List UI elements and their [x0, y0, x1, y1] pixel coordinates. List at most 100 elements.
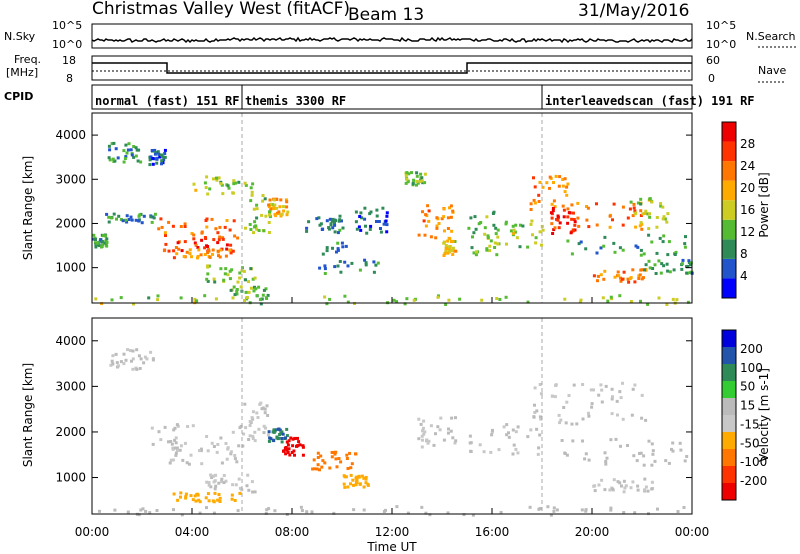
scatter-cell	[221, 236, 225, 240]
scatter-cell	[247, 488, 251, 492]
scatter-cell	[338, 228, 342, 232]
scatter-cell	[362, 476, 366, 480]
scatter-cell	[631, 480, 635, 484]
scatter-cell	[211, 252, 214, 256]
scatter-cell	[184, 492, 188, 496]
scatter-cell	[360, 216, 364, 220]
scatter-cell	[287, 439, 291, 443]
scatter-cell	[632, 202, 636, 206]
scatter-cell	[233, 293, 237, 297]
scatter-cell	[310, 510, 314, 514]
scatter-cell	[342, 474, 346, 478]
scatter-cell	[199, 253, 203, 257]
scatter-cell	[207, 499, 211, 503]
colorbar-swatch	[722, 364, 736, 381]
scatter-cell	[608, 225, 612, 229]
scatter-cell	[339, 270, 343, 274]
scatter-cell	[299, 505, 303, 509]
scatter-cell	[253, 220, 257, 224]
scatter-cell	[655, 251, 659, 255]
scatter-cell	[689, 263, 692, 267]
scatter-cell	[223, 272, 227, 276]
velocity-panel: 1000 2000 3000 4000 Slant Range [km] 200 100…	[21, 297, 771, 554]
scatter-cell	[100, 245, 103, 249]
scatter-cell	[137, 354, 141, 358]
scatter-cell	[621, 248, 625, 252]
scatter-cell	[415, 174, 419, 178]
scatter-cell	[249, 228, 253, 231]
scatter-cell	[521, 224, 525, 228]
scatter-cell	[494, 226, 498, 230]
scatter-cell	[173, 438, 177, 442]
colorbar-swatch	[722, 466, 736, 483]
scatter-cell	[340, 219, 343, 223]
scatter-cell	[538, 383, 542, 386]
scatter-cell	[235, 289, 239, 293]
scatter-cell	[192, 233, 196, 237]
date-title: 31/May/2016	[578, 1, 690, 21]
nsky-label: N.Sky	[4, 30, 36, 43]
scatter-cell	[167, 249, 171, 253]
scatter-cell	[139, 160, 143, 164]
scatter-cell	[251, 437, 255, 440]
scatter-cell	[474, 250, 478, 254]
scatter-cell	[295, 444, 299, 448]
scatter-cell	[235, 460, 239, 464]
scatter-cell	[436, 425, 440, 429]
scatter-cell	[183, 240, 187, 244]
scatter-cell	[639, 209, 643, 213]
scatter-cell	[529, 428, 533, 432]
scatter-cell	[97, 244, 101, 248]
scatter-cell	[609, 295, 613, 299]
scatter-cell	[537, 507, 541, 511]
scatter-cell	[688, 271, 692, 275]
scatter-cell	[530, 219, 534, 223]
scatter-cell	[421, 426, 425, 430]
scatter-cell	[418, 180, 422, 183]
scatter-cell	[104, 243, 108, 247]
scatter-cell	[124, 218, 128, 222]
scatter-cell	[233, 454, 237, 457]
scatter-cell	[423, 172, 427, 176]
scatter-cell	[505, 242, 508, 246]
scatter-region-24	[566, 233, 687, 257]
scatter-cell	[315, 217, 319, 221]
scatter-cell	[279, 214, 283, 218]
scatter-cell	[161, 155, 165, 159]
scatter-cell	[509, 229, 513, 233]
scatter-cell	[566, 182, 570, 186]
scatter-cell	[432, 443, 436, 447]
scatter-cell	[250, 190, 254, 194]
scatter-cell	[384, 508, 387, 512]
cpid-panel: CPID normal (fast) 151 RF themis 3300 RF i…	[4, 84, 755, 110]
scatter-cell	[217, 254, 220, 258]
scatter-cell	[238, 491, 242, 495]
scatter-cell	[642, 252, 646, 256]
scatter-cell	[225, 219, 229, 222]
scatter-cell	[190, 232, 194, 235]
scatter-cell	[620, 277, 624, 281]
scatter-cell	[261, 199, 265, 203]
scatter-cell	[415, 171, 419, 175]
scatter-cell	[406, 179, 410, 183]
scatter-cell	[597, 483, 601, 487]
scatter-cell	[249, 186, 253, 190]
scatter-cell	[141, 507, 145, 511]
xtick-label: 16:00	[475, 525, 510, 539]
scatter-cell	[150, 426, 154, 430]
scatter-cell	[554, 384, 558, 387]
scatter-cell	[349, 482, 352, 486]
scatter-cell	[212, 511, 216, 515]
scatter-cell	[325, 246, 329, 250]
scatter-cell	[159, 217, 163, 221]
scatter-cell	[468, 441, 472, 445]
scatter-cell	[257, 285, 261, 289]
scatter-cell	[512, 228, 516, 232]
cpid-frame	[91, 84, 693, 110]
scatter-cell	[285, 205, 289, 209]
scatter-cell	[225, 243, 229, 247]
scatter-cell	[110, 142, 114, 146]
scatter-region-4	[267, 427, 289, 444]
scatter-cell	[667, 461, 671, 465]
